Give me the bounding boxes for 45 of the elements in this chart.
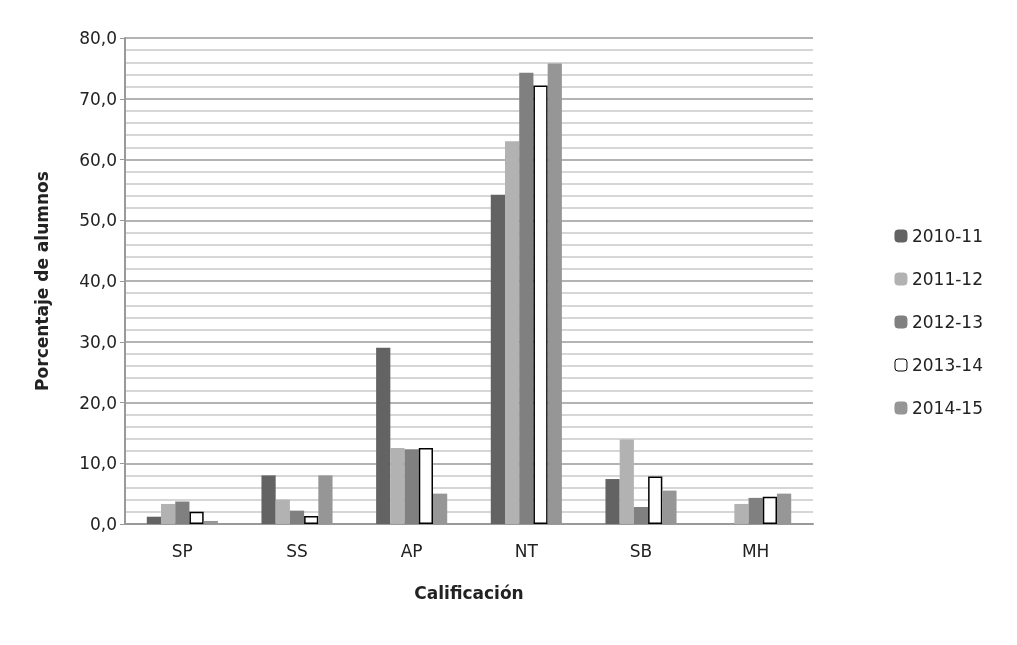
y-tick-label: 50,0: [79, 210, 117, 231]
y-tick-label: 20,0: [79, 392, 117, 413]
bar: [648, 476, 663, 524]
bar: [304, 516, 319, 524]
bar: [519, 72, 534, 524]
legend-label: 2010-11: [911, 226, 983, 246]
bar: [189, 511, 204, 524]
y-tick-label: 40,0: [79, 271, 117, 291]
x-tick-label: SP: [171, 540, 193, 561]
legend-label: 2014-15: [911, 398, 983, 418]
bar: [734, 503, 749, 524]
legend-label: 2013-14: [911, 355, 983, 375]
y-axis-title: Porcentaje de alumnos: [31, 171, 52, 391]
bar: [161, 503, 176, 524]
bar: [261, 475, 276, 524]
x-axis-title: Calificación: [414, 582, 524, 603]
legend-label: 2012-13: [911, 312, 983, 332]
bar: [289, 510, 305, 524]
bar: [605, 479, 620, 524]
y-tick-label: 70,0: [79, 88, 117, 109]
y-tick-label: 10,0: [79, 453, 117, 474]
bar: [633, 506, 649, 524]
y-tick-label: 0,0: [89, 514, 117, 534]
x-tick-label: AP: [400, 540, 423, 561]
bar: [175, 501, 190, 524]
bar: [505, 141, 520, 524]
x-tick-label: MH: [741, 540, 770, 561]
x-tick-label: SS: [286, 540, 308, 561]
bar: [404, 449, 419, 524]
x-tick-label: SB: [629, 540, 653, 561]
bar: [390, 448, 405, 524]
bar: [748, 497, 763, 524]
y-tick-label: 80,0: [79, 28, 117, 48]
bar: [418, 448, 433, 524]
bar: [762, 496, 777, 524]
y-tick-label: 60,0: [79, 149, 117, 170]
bar: [533, 85, 548, 524]
bar: [146, 516, 162, 524]
bar: [376, 347, 391, 524]
legend-label: 2011-12: [911, 269, 983, 289]
bar: [619, 439, 634, 524]
bar: [275, 499, 290, 524]
x-tick-label: NT: [514, 540, 539, 561]
bar: [490, 194, 506, 524]
y-tick-label: 30,0: [79, 331, 117, 352]
